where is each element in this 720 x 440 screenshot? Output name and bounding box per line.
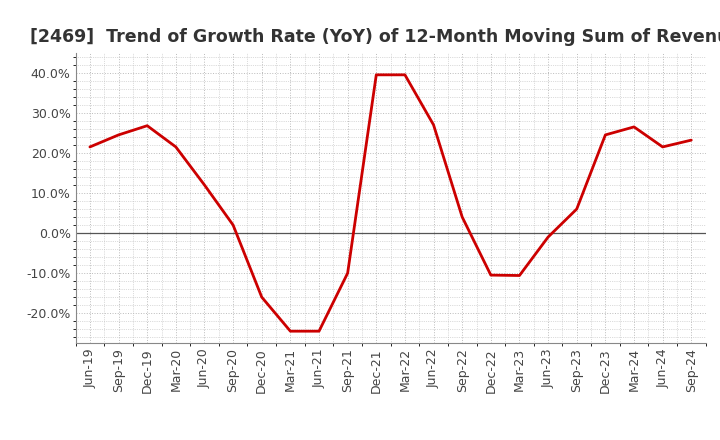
Title: [2469]  Trend of Growth Rate (YoY) of 12-Month Moving Sum of Revenues: [2469] Trend of Growth Rate (YoY) of 12-…	[30, 28, 720, 46]
